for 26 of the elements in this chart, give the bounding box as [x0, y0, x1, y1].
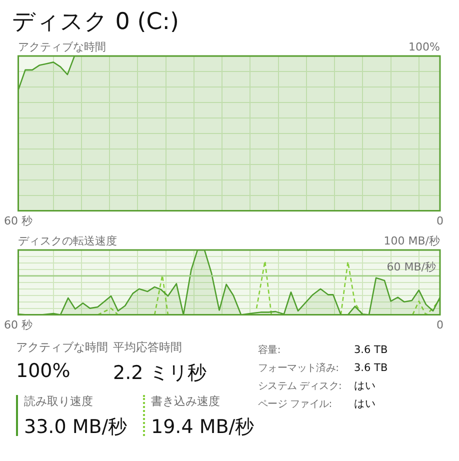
text: 平均応答時間 [113, 340, 182, 354]
text: 読み取り速度 [24, 394, 93, 408]
x-tick-label: 60 秒 [4, 214, 32, 228]
text: 100% [16, 360, 70, 382]
text: 容量: [258, 345, 280, 356]
text: アクティブな時間 [16, 340, 108, 354]
text: ディスク 0 (C:) [12, 9, 180, 35]
text: はい [354, 380, 376, 392]
text: 2.2 ミリ秒 [113, 362, 206, 384]
text: 100% [408, 40, 440, 54]
text: システム ディスク: [258, 381, 342, 392]
chart-title: ディスクの転送速度 [18, 234, 118, 248]
x-tick-label: 0 [436, 318, 444, 332]
x-tick-label: 60 秒 [4, 318, 32, 332]
text: 33.0 MB/秒 [24, 416, 128, 438]
text: 書き込み速度 [151, 394, 220, 408]
x-tick-label: 0 [436, 214, 444, 228]
text: はい [354, 398, 376, 410]
text: 3.6 TB [354, 344, 388, 356]
chart-title: アクティブな時間 [18, 40, 106, 54]
y-tick-label: 100 MB/秒 [384, 234, 440, 248]
text: 19.4 MB/秒 [151, 416, 254, 438]
text: 3.6 TB [354, 362, 388, 374]
text: フォーマット済み: [258, 363, 339, 374]
text: ページ ファイル: [258, 399, 332, 410]
y-tick-label: 60 MB/秒 [386, 260, 436, 274]
